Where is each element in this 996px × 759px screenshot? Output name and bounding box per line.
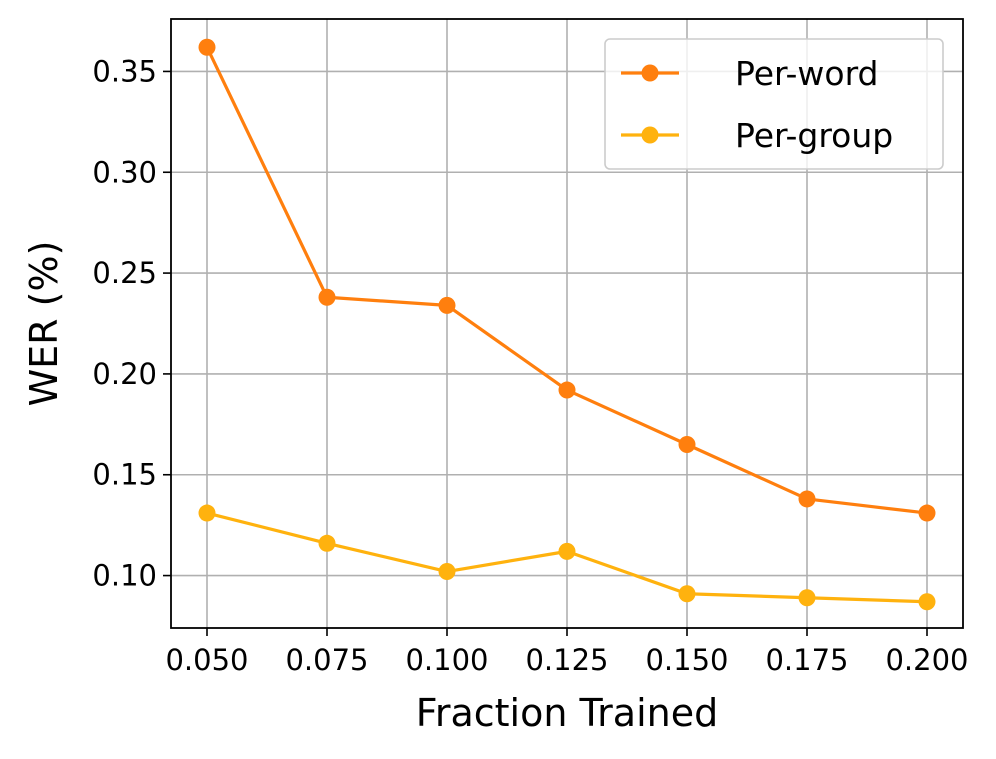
- data-point: [678, 435, 696, 453]
- data-point: [198, 504, 216, 522]
- series-1: [198, 38, 936, 522]
- data-point: [678, 585, 696, 603]
- legend-item: Per-group: [621, 116, 893, 155]
- y-tick-label: 0.20: [92, 357, 157, 391]
- legend: Per-word Per-group: [604, 38, 944, 170]
- x-tick-label: 0.075: [285, 643, 368, 677]
- y-tick-label: 0.25: [92, 256, 157, 290]
- data-point: [558, 381, 576, 399]
- legend-item: Per-word: [621, 54, 879, 93]
- x-axis-label: Fraction Trained: [416, 691, 718, 735]
- legend-marker: [641, 126, 659, 144]
- data-point: [438, 296, 456, 314]
- data-point: [558, 542, 576, 560]
- data-point: [918, 593, 936, 611]
- data-point: [198, 38, 216, 56]
- y-tick-label: 0.15: [92, 458, 157, 492]
- x-tick-label: 0.175: [765, 643, 848, 677]
- x-tick-label: 0.200: [885, 643, 968, 677]
- x-tick-label: 0.125: [525, 643, 608, 677]
- data-point: [798, 589, 816, 607]
- legend-label: Per-word: [735, 54, 879, 93]
- legend-marker: [641, 64, 659, 82]
- x-tick-label: 0.100: [405, 643, 488, 677]
- legend-label: Per-group: [735, 116, 893, 155]
- y-tick-label: 0.35: [92, 54, 157, 88]
- data-point: [438, 563, 456, 581]
- y-tick-label: 0.30: [92, 155, 157, 189]
- x-tick-label: 0.050: [165, 643, 248, 677]
- y-tick-label: 0.10: [92, 559, 157, 593]
- tick-layer: 0.050 0.075 0.100 0.125 0.150 0.175 0.200 0.10 0…: [92, 54, 968, 677]
- data-point: [318, 534, 336, 552]
- data-point: [918, 504, 936, 522]
- series-2: [198, 504, 936, 611]
- data-point: [798, 490, 816, 508]
- data-point: [318, 288, 336, 306]
- legend-box: [604, 38, 944, 170]
- y-axis-label: WER (%): [22, 241, 66, 407]
- x-tick-label: 0.150: [645, 643, 728, 677]
- series-layer: [198, 38, 936, 611]
